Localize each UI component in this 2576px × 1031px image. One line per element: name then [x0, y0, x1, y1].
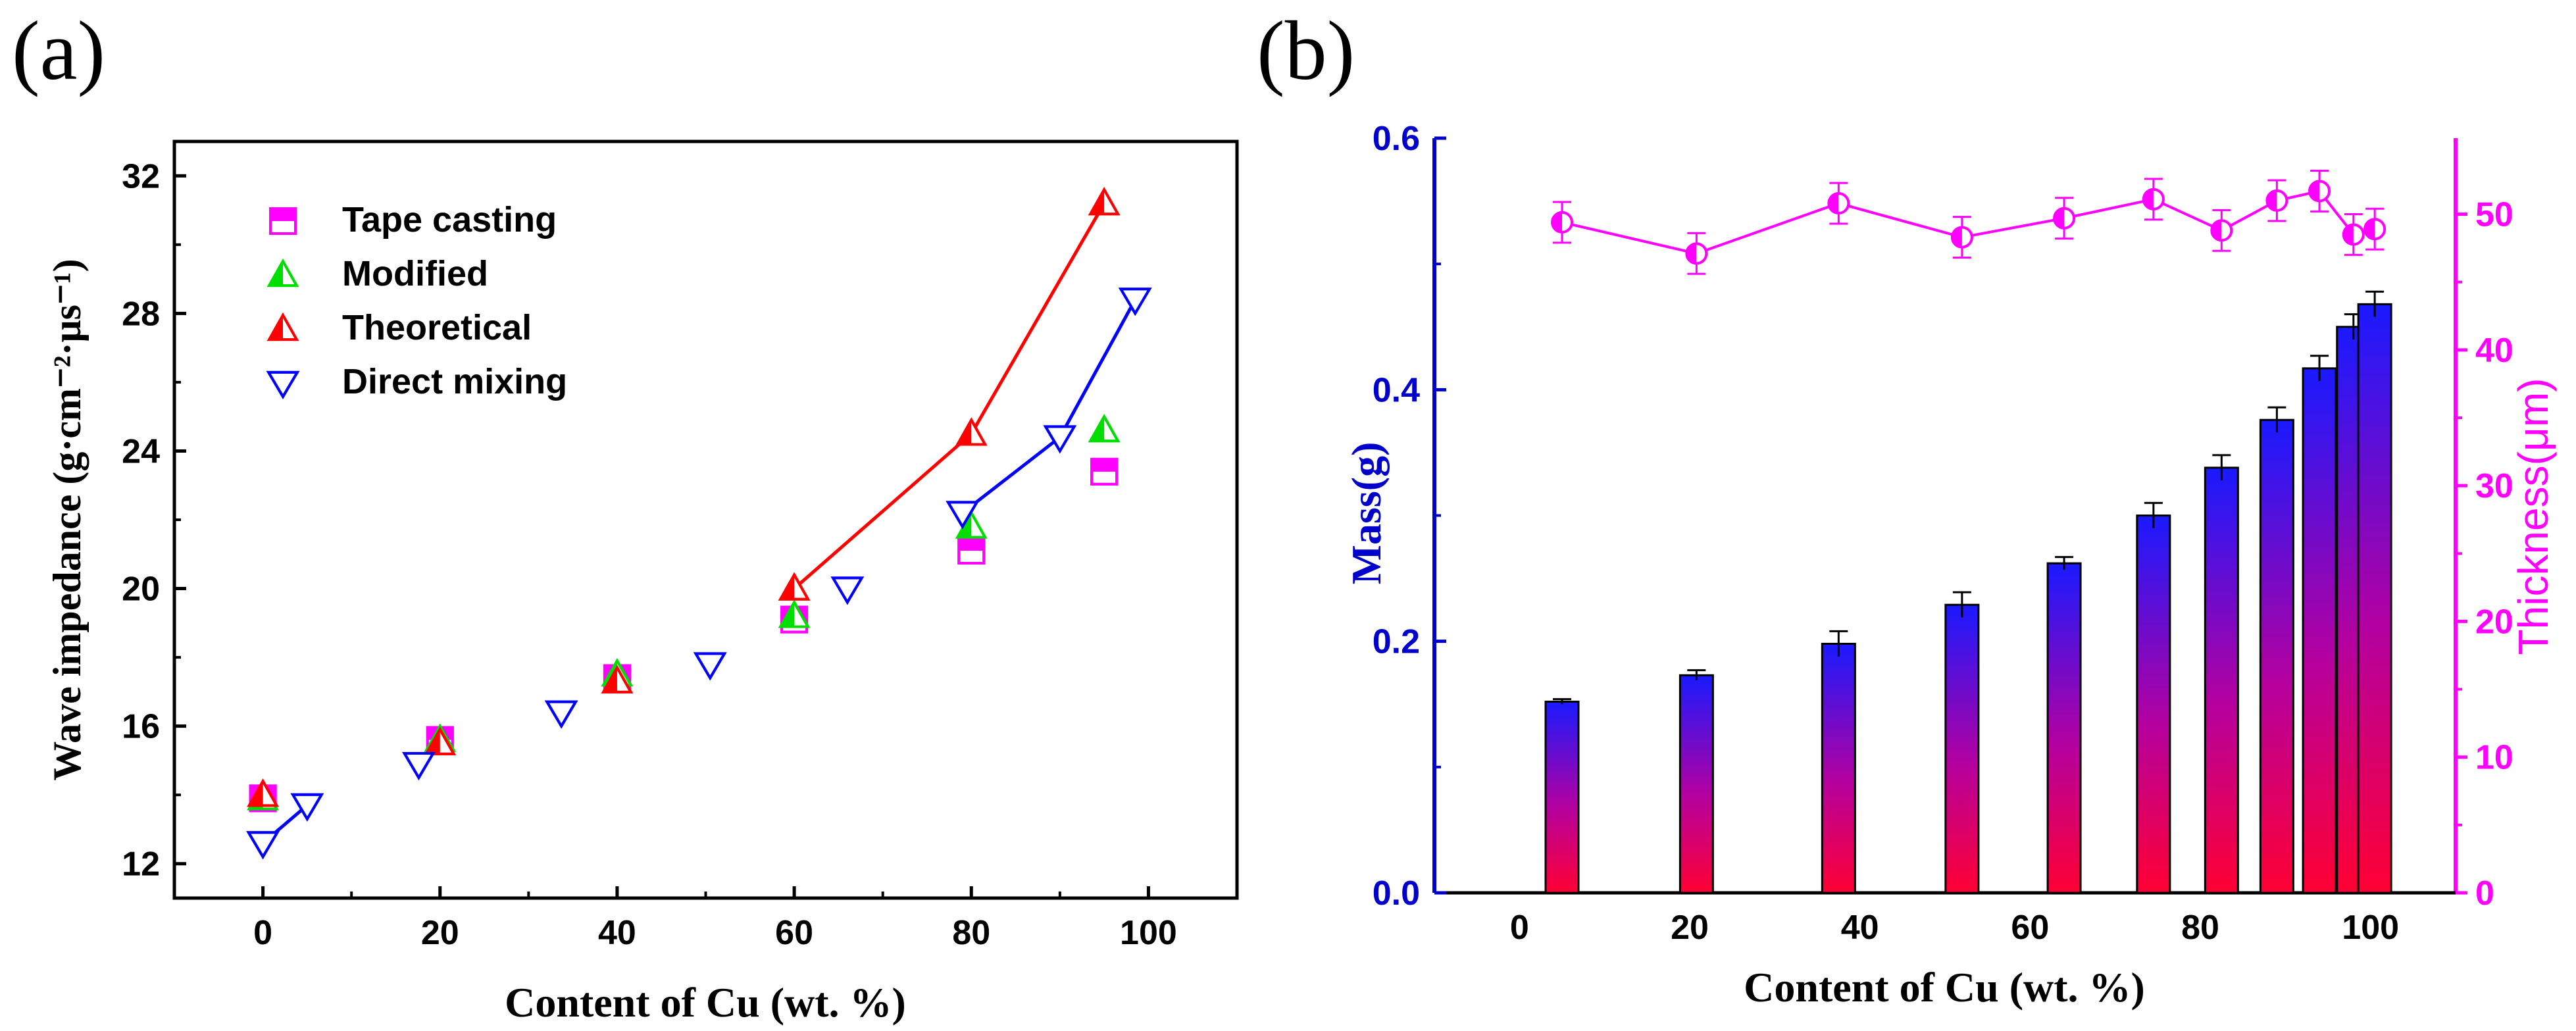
mass-bar — [2259, 418, 2294, 894]
mass-bar — [2204, 466, 2239, 894]
legend-marker-modified — [266, 259, 299, 288]
thickness-point — [1950, 226, 1973, 249]
mass-bar — [1821, 642, 1856, 894]
panel-b-axes: 0 20 40 60 80 100 0.0 0.2 0.4 0.6 0 10 20 30 40 50 — [1373, 120, 2513, 947]
series-line-theoretical — [793, 202, 1106, 590]
thickness-point — [1827, 192, 1850, 215]
panel-a-chart: 0 20 40 60 80 100 12 16 20 24 28 32 Tape casting Mod… — [45, 139, 1239, 1026]
y-tick-label-a: 24 — [122, 432, 160, 470]
panel-a-points — [246, 187, 1152, 860]
panel-a-legend: Tape casting Modified Theoretical Direct mi… — [266, 200, 567, 401]
x-tick-label-b: 100 — [2342, 909, 2399, 947]
y-tick-label-a: 16 — [122, 708, 160, 746]
x-tick-label-a: 80 — [952, 914, 990, 952]
legend-label: Direct mixing — [342, 362, 567, 401]
data-point-direct-mixing — [946, 501, 980, 530]
data-point-theoretical — [424, 726, 457, 755]
panel-a-axes: 0 20 40 60 80 100 12 16 20 24 28 32 — [122, 157, 1177, 952]
mass-bar — [2302, 367, 2337, 894]
legend-label: Theoretical — [342, 308, 532, 347]
data-point-tape-casting — [1090, 457, 1119, 486]
thickness-point — [1551, 211, 1573, 234]
x-tick-label-b: 40 — [1841, 909, 1879, 947]
x-tick-label-b: 20 — [1671, 909, 1709, 947]
data-point-theoretical — [1088, 187, 1121, 216]
y-axis-title-b: Mass(g) — [1343, 442, 1390, 585]
legend-label: Modified — [342, 254, 488, 293]
data-point-direct-mixing — [290, 793, 324, 822]
panel-a-label: (a) — [12, 4, 105, 97]
y2-tick-label-b: 30 — [2475, 467, 2513, 505]
mass-bar — [2136, 515, 2171, 894]
series-line-direct-mixing — [1058, 299, 1137, 438]
data-point-direct-mixing — [1043, 425, 1077, 454]
data-point-direct-mixing — [402, 751, 436, 780]
x-tick-label-b: 60 — [2011, 909, 2049, 947]
y2-tick-label-b: 40 — [2475, 332, 2513, 370]
y-tick-label-a: 20 — [122, 570, 160, 609]
thickness-point — [2265, 189, 2288, 212]
thickness-point — [2053, 207, 2076, 230]
panel-b-chart: 0 20 40 60 80 100 0.0 0.2 0.4 0.6 0 10 20 30 40 50 Cont… — [1343, 120, 2557, 1011]
legend-marker-tape-casting — [269, 207, 297, 235]
series-line-direct-mixing — [961, 436, 1061, 515]
x-axis-title-a: Content of Cu (wt. %) — [505, 979, 906, 1026]
y-tick-label-a: 28 — [122, 295, 160, 333]
data-point-direct-mixing — [830, 576, 865, 605]
x-tick-label-a: 100 — [1120, 914, 1177, 952]
y-tick-label-b: 0.2 — [1373, 623, 1420, 661]
mass-bar — [1679, 674, 1714, 894]
x-tick-label-b: 80 — [2181, 909, 2219, 947]
y-tick-label-b: 0.6 — [1373, 120, 1420, 158]
x-tick-label-b: 0 — [1510, 909, 1529, 947]
mass-bar — [2046, 562, 2082, 894]
mass-bar — [1944, 603, 1980, 894]
y2-tick-label-b: 50 — [2475, 196, 2513, 234]
thickness-point — [2342, 223, 2365, 246]
thickness-point — [2142, 188, 2165, 211]
panel-b-label: (b) — [1257, 4, 1355, 97]
x-tick-label-a: 40 — [598, 914, 636, 952]
x-tick-label-a: 20 — [421, 914, 459, 952]
plot-frame-a — [172, 139, 1239, 900]
y-axis-title-a: Wave impedance (g·cm⁻²·μs⁻¹) — [45, 259, 89, 780]
x-tick-label-a: 0 — [253, 914, 272, 952]
y2-tick-label-b: 10 — [2475, 739, 2513, 777]
y2-axis-title-b: Thickness(μm) — [2510, 378, 2557, 655]
y-tick-label-b: 0.0 — [1373, 874, 1420, 913]
thickness-point — [2210, 219, 2233, 242]
panel-b-thickness — [1551, 170, 2387, 275]
y2-tick-label-b: 0 — [2475, 874, 2494, 913]
data-point-theoretical — [778, 572, 811, 601]
panel-a-lines — [261, 202, 1137, 845]
data-point-direct-mixing — [246, 831, 280, 860]
data-point-theoretical — [247, 778, 279, 807]
data-point-modified — [778, 599, 811, 628]
data-point-direct-mixing — [544, 700, 578, 729]
data-point-theoretical — [601, 665, 634, 693]
data-point-theoretical — [955, 417, 988, 446]
data-point-direct-mixing — [1118, 288, 1152, 316]
y-tick-label-b: 0.4 — [1373, 371, 1420, 409]
legend-label: Tape casting — [342, 200, 557, 239]
y-tick-label-a: 12 — [122, 845, 160, 884]
legend-marker-theoretical — [266, 313, 299, 341]
data-point-tape-casting — [957, 537, 986, 565]
thickness-point — [2308, 180, 2331, 203]
x-axis-title-b: Content of Cu (wt. %) — [1744, 964, 2145, 1011]
y-tick-label-a: 32 — [122, 157, 160, 195]
panel-b-bars — [1544, 290, 2392, 894]
thickness-point — [1685, 242, 1708, 265]
x-tick-label-a: 60 — [775, 914, 813, 952]
mass-bar — [1544, 700, 1580, 894]
mass-bar — [2357, 303, 2392, 894]
y2-tick-label-b: 20 — [2475, 603, 2513, 641]
data-point-modified — [1088, 414, 1121, 443]
thickness-point — [2363, 218, 2387, 241]
data-point-direct-mixing — [693, 652, 727, 681]
legend-marker-direct-mixing — [266, 370, 300, 399]
